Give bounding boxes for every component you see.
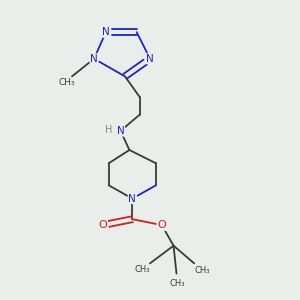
Text: N: N (128, 194, 136, 204)
Text: CH₃: CH₃ (58, 78, 75, 87)
Text: O: O (158, 220, 166, 230)
Text: O: O (98, 220, 107, 230)
Text: N: N (102, 27, 110, 37)
Text: N: N (117, 126, 124, 136)
Text: H: H (104, 125, 112, 135)
Text: O: O (158, 220, 166, 230)
Text: N: N (117, 126, 124, 136)
Text: O: O (98, 220, 107, 230)
Text: CH₃: CH₃ (170, 279, 185, 288)
Text: CH₃: CH₃ (194, 266, 210, 274)
Text: N: N (146, 54, 154, 64)
Text: CH₃: CH₃ (134, 265, 149, 274)
Text: N: N (90, 54, 98, 64)
